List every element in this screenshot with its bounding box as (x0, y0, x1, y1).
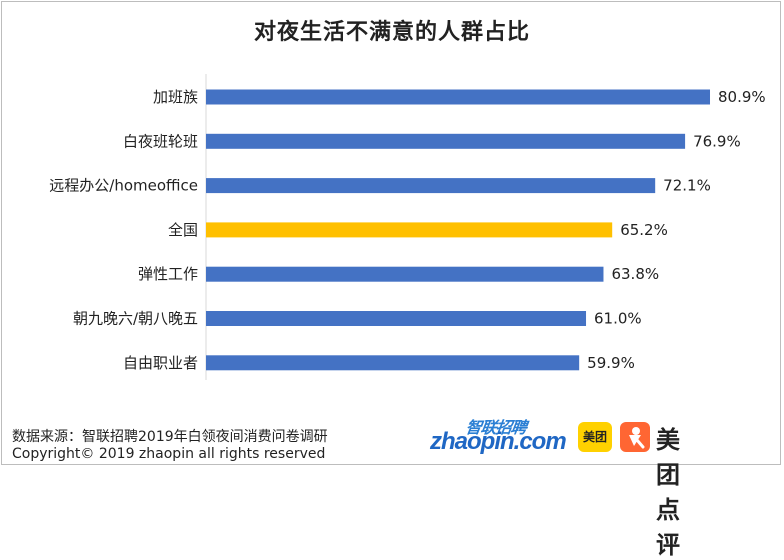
chart-frame (1, 1, 781, 465)
meituan-dianping-logo: 美团点评 (656, 426, 681, 559)
value-label-4: 63.8% (611, 265, 659, 283)
value-label-0: 80.9% (718, 88, 766, 106)
category-label-0: 加班族 (153, 88, 198, 106)
data-source-note: 数据来源：智联招聘2019年白领夜间消费问卷调研 (12, 429, 328, 445)
bar-1 (206, 133, 686, 149)
bar-3 (206, 222, 613, 238)
value-label-6: 59.9% (587, 354, 635, 372)
category-label-1: 白夜班轮班 (123, 132, 198, 150)
value-label-5: 61.0% (594, 310, 642, 328)
bar-chart: 加班族 80.9% 白夜班轮班 76.9% 远程办公/homeoffice 72.1% 全国… (49, 74, 766, 380)
dianping-icon (620, 422, 650, 452)
bar-5 (206, 311, 587, 326)
value-label-1: 76.9% (693, 132, 741, 150)
zhaopin-logo-en: zhaopin.com (430, 428, 567, 455)
category-label-3: 全国 (168, 221, 198, 239)
bar-4 (206, 266, 604, 282)
bar-6 (206, 355, 580, 371)
bar-2 (206, 178, 656, 194)
category-label-4: 弹性工作 (138, 265, 198, 283)
value-label-2: 72.1% (663, 177, 711, 195)
category-label-2: 远程办公/homeoffice (49, 177, 198, 195)
bar-0 (206, 89, 711, 105)
value-label-3: 65.2% (620, 221, 668, 239)
category-label-5: 朝九晚六/朝八晚五 (73, 310, 198, 328)
copyright-note: Copyright© 2019 zhaopin all rights reser… (12, 446, 326, 462)
chart-title: 对夜生活不满意的人群占比 (253, 20, 530, 45)
category-label-6: 自由职业者 (123, 354, 198, 372)
meituan-logo: 美团 (578, 422, 612, 452)
zhaopin-logo: 智联招聘 zhaopin.com (430, 414, 567, 460)
